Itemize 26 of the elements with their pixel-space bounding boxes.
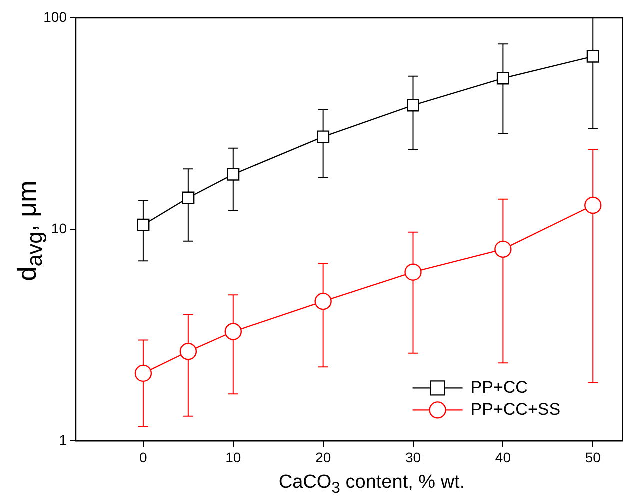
- point: [224, 323, 242, 340]
- x-tick-label: 20: [316, 449, 332, 466]
- point: [494, 240, 512, 258]
- point: [317, 130, 330, 144]
- point: [134, 364, 152, 382]
- x-tick-label: 30: [405, 449, 422, 466]
- legend-label: PP+CC+SS: [470, 400, 561, 419]
- point: [496, 72, 510, 85]
- point: [314, 292, 332, 310]
- point: [586, 50, 600, 63]
- point: [137, 218, 150, 232]
- point: [406, 99, 420, 112]
- point: [227, 168, 240, 181]
- x-tick-label: 10: [226, 449, 242, 466]
- y-tick-label: 10: [51, 220, 68, 236]
- point: [584, 196, 602, 214]
- point: [404, 264, 422, 281]
- x-tick-label: 0: [140, 449, 148, 466]
- x-tick-label: 40: [495, 449, 512, 466]
- y-tick-label: 100: [44, 8, 68, 25]
- x-axis-title: CaCO$_{3}$ content, % wt.: [278, 472, 466, 498]
- legend-label: PP+CC: [470, 378, 528, 397]
- point: [180, 343, 198, 360]
- x-tick-label: 50: [585, 449, 602, 466]
- y-tick-label: 1: [59, 432, 68, 448]
- point: [182, 192, 195, 204]
